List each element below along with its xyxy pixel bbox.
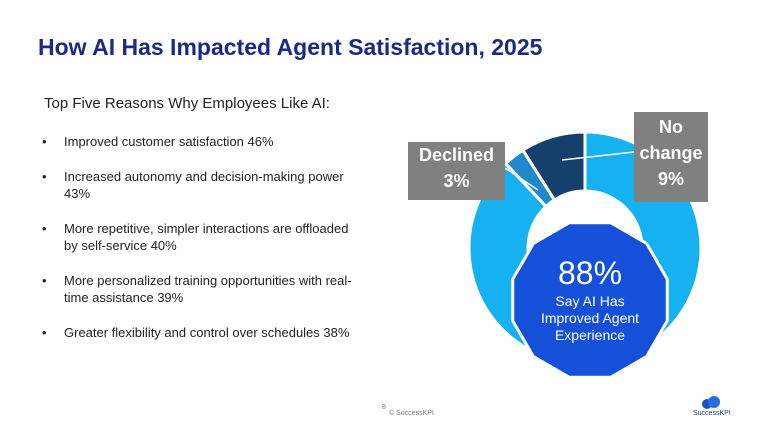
label-box: No change 9% [634, 112, 708, 202]
label-name: Declined [418, 145, 495, 165]
page-number: 8 [382, 404, 386, 411]
badge-text: 88% Say AI Has Improved Agent Experience [528, 253, 652, 344]
bullet: More personalized training opportunities… [42, 272, 354, 306]
logo-text: SuccessKPI [693, 410, 731, 417]
bullet: Increased autonomy and decision-making p… [42, 168, 354, 202]
subtitle: Top Five Reasons Why Employees Like AI: [44, 95, 330, 112]
label-value: 88% [557, 255, 623, 291]
badge [511, 221, 669, 379]
leader-line [504, 167, 539, 191]
label-value: 3% [443, 171, 470, 191]
copyright: © SuccessKPI [389, 410, 434, 417]
leader-line [561, 151, 635, 161]
logo-icon [708, 396, 720, 408]
title: How AI Has Impacted Agent Satisfaction, … [38, 34, 543, 60]
label-value: 9% [657, 169, 684, 189]
label-box: Declined 3% [408, 142, 505, 200]
bullet: More repetitive, simpler interactions ar… [42, 220, 354, 254]
bullet-list: Improved customer satisfaction 46% Increa… [42, 133, 362, 359]
label-name: Say AI Has Improved Agent Experience [540, 293, 640, 343]
donut-slice [520, 130, 587, 202]
label-name: No change [639, 117, 703, 163]
bullet: Improved customer satisfaction 46% [42, 133, 354, 150]
bullet: Greater flexibility and control over sch… [42, 324, 354, 341]
